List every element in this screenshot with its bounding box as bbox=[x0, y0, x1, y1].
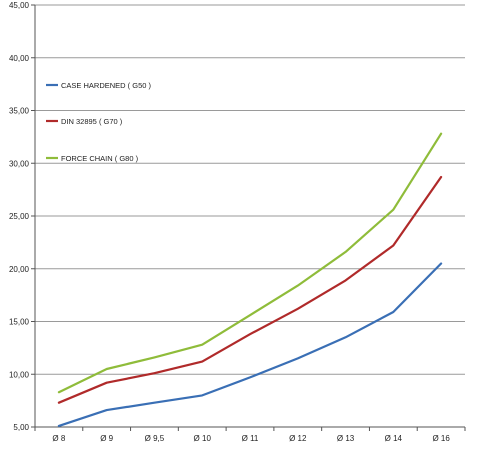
y-tick-label: 10,00 bbox=[9, 370, 30, 379]
axes bbox=[31, 4, 466, 431]
legend-label: CASE HARDENED ( G50 ) bbox=[61, 81, 152, 90]
x-tick-label: Ø 9 bbox=[100, 434, 113, 443]
y-axis-tick-labels: 5,00 10,00 15,00 20,00 25,00 30,00 35,00 40,00 4… bbox=[9, 1, 30, 432]
y-tick-label: 25,00 bbox=[9, 212, 30, 221]
y-tick-label: 15,00 bbox=[9, 318, 30, 327]
legend-label: DIN 32895 ( G70 ) bbox=[61, 117, 123, 126]
x-tick-label: Ø 14 bbox=[385, 434, 403, 443]
y-tick-label: 35,00 bbox=[9, 107, 30, 116]
legend: CASE HARDENED ( G50 ) DIN 32895 ( G70 ) FO… bbox=[46, 81, 152, 163]
y-tick-label: 40,00 bbox=[9, 54, 30, 63]
x-tick-label: Ø 10 bbox=[194, 434, 212, 443]
series-line-2 bbox=[57, 132, 443, 394]
y-tick-label: 30,00 bbox=[9, 159, 30, 168]
series-line-1 bbox=[57, 175, 443, 404]
x-tick-label: Ø 11 bbox=[242, 434, 259, 443]
x-tick-label: Ø 12 bbox=[289, 434, 307, 443]
x-tick-label: Ø 8 bbox=[52, 434, 65, 443]
y-tick-label: 20,00 bbox=[9, 265, 30, 274]
x-axis-tick-labels: Ø 8 Ø 9 Ø 9,5 Ø 10 Ø 11 Ø 12 Ø 13 Ø 14 Ø 16 bbox=[52, 434, 450, 443]
y-tick-label: 5,00 bbox=[13, 423, 29, 432]
x-tick-label: Ø 9,5 bbox=[145, 434, 165, 443]
x-tick-label: Ø 16 bbox=[432, 434, 450, 443]
y-tick-label: 45,00 bbox=[9, 1, 30, 10]
gridlines bbox=[35, 4, 465, 428]
x-tick-label: Ø 13 bbox=[337, 434, 355, 443]
series-line-0 bbox=[57, 262, 443, 427]
series-lines bbox=[57, 132, 443, 427]
legend-label: FORCE CHAIN ( G80 ) bbox=[61, 154, 139, 163]
